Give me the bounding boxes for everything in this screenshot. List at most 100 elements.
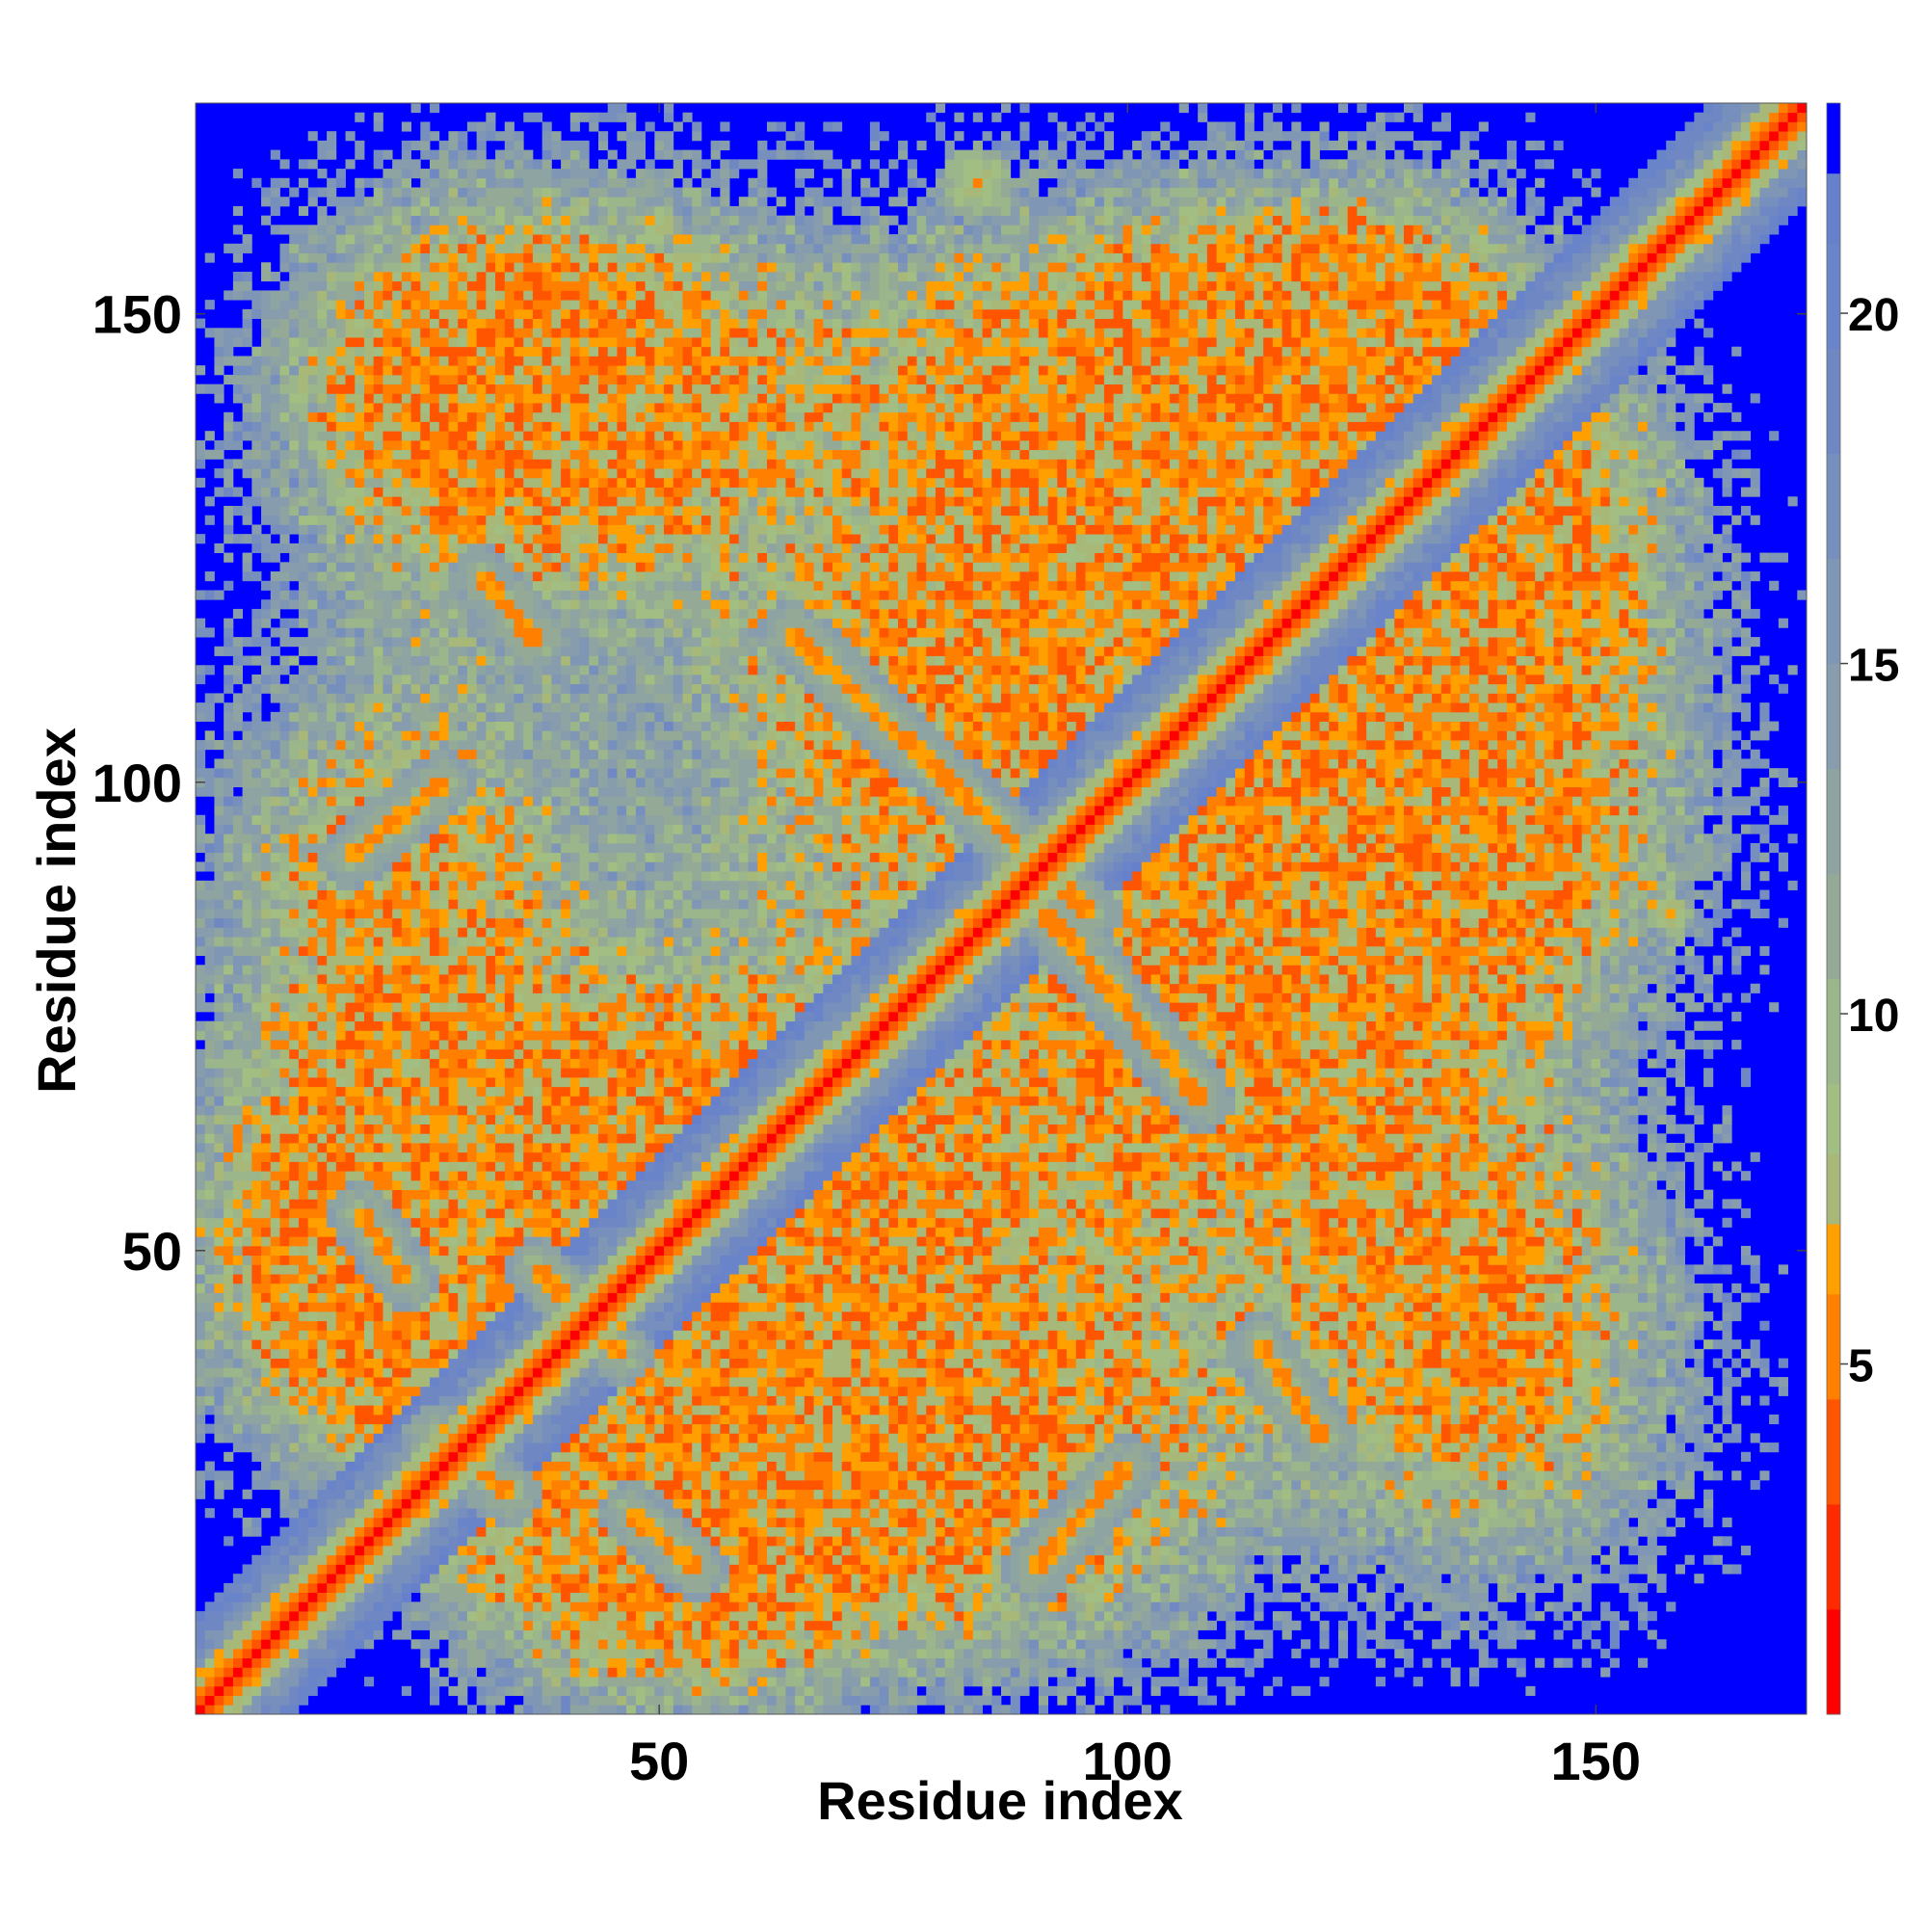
- heatmap-cell: [1038, 1582, 1068, 1594]
- heatmap-cell: [907, 1442, 917, 1453]
- heatmap-cell: [363, 1461, 383, 1471]
- heatmap-cell: [466, 1601, 478, 1612]
- heatmap-cell: [1244, 1377, 1254, 1388]
- heatmap-cell: [916, 1461, 927, 1471]
- heatmap-cell: [1516, 1620, 1526, 1630]
- heatmap-cell: [373, 1629, 383, 1640]
- heatmap-cell: [626, 1574, 637, 1584]
- heatmap-cell: [504, 1648, 515, 1659]
- heatmap-cell: [1375, 1554, 1386, 1565]
- heatmap-cell: [438, 1414, 449, 1425]
- heatmap-cell: [1609, 1554, 1620, 1565]
- heatmap-cell: [1609, 1386, 1620, 1396]
- heatmap-cell: [279, 1451, 300, 1462]
- heatmap-cell: [289, 1395, 300, 1406]
- heatmap-cell: [1712, 1320, 1723, 1331]
- heatmap-cell: [944, 1489, 955, 1499]
- heatmap-cell: [420, 1592, 440, 1602]
- heatmap-cell: [1478, 1470, 1489, 1481]
- heatmap-cell: [1609, 1339, 1620, 1350]
- heatmap-cell: [1440, 1657, 1451, 1668]
- heatmap-cell: [1198, 1677, 1208, 1687]
- heatmap-cell: [1216, 1423, 1227, 1434]
- heatmap-cell: [1038, 1695, 1048, 1706]
- heatmap-cell: [1319, 1592, 1330, 1602]
- heatmap-cell: [907, 1554, 917, 1565]
- heatmap-cell: [757, 1339, 778, 1350]
- heatmap-cell: [214, 1386, 224, 1396]
- heatmap-cell: [1095, 1311, 1105, 1322]
- heatmap-cell: [1460, 1508, 1480, 1519]
- heatmap-cell: [766, 1358, 778, 1368]
- heatmap-cell: [654, 1657, 665, 1668]
- heatmap-cell: [298, 1311, 309, 1322]
- heatmap-cell: [1609, 1629, 1620, 1640]
- heatmap-cell: [1263, 1442, 1274, 1453]
- heatmap-cell: [1057, 1433, 1068, 1443]
- heatmap-cell: [251, 1423, 262, 1434]
- heatmap-cell: [1272, 1330, 1283, 1340]
- heatmap-cell: [1281, 1508, 1292, 1519]
- heatmap-cell: [1254, 1489, 1264, 1499]
- heatmap-cell: [673, 1546, 693, 1556]
- heatmap-cell: [972, 1629, 983, 1640]
- heatmap-cell: [541, 1629, 552, 1640]
- heatmap-cell: [504, 1405, 515, 1416]
- heatmap-cell: [1516, 1489, 1526, 1499]
- heatmap-cell: [458, 1348, 468, 1359]
- heatmap-cell: [954, 1433, 964, 1443]
- heatmap-cell: [795, 1667, 805, 1678]
- heatmap-cell: [355, 1620, 383, 1630]
- heatmap-cell: [1038, 1639, 1058, 1650]
- heatmap-cell: [804, 1582, 814, 1594]
- heatmap-cell: [1469, 1526, 1480, 1537]
- heatmap-cell: [1497, 1470, 1508, 1481]
- heatmap-cell: [1329, 1657, 1339, 1668]
- heatmap-cell: [1563, 1536, 1573, 1547]
- heatmap-cell: [1226, 1348, 1246, 1359]
- heatmap-cell: [645, 1705, 655, 1715]
- heatmap-cell: [495, 1433, 515, 1443]
- heatmap-cell: [561, 1546, 571, 1556]
- heatmap-cell: [1085, 1629, 1105, 1640]
- heatmap-cell: [626, 1705, 637, 1715]
- heatmap-cell: [430, 1414, 440, 1425]
- heatmap-cell: [982, 1517, 992, 1527]
- heatmap-cell: [1188, 1536, 1199, 1547]
- heatmap-cell: [1047, 1311, 1058, 1322]
- heatmap-cell: [1057, 1367, 1086, 1378]
- heatmap-cell: [1609, 1470, 1620, 1481]
- heatmap-cell: [832, 1582, 852, 1594]
- heatmap-cell: [1047, 1498, 1068, 1509]
- heatmap-cell: [766, 1685, 778, 1696]
- heatmap-cell: [964, 1386, 974, 1396]
- heatmap-cell: [673, 1498, 693, 1509]
- heatmap-cell: [458, 1377, 468, 1388]
- heatmap-cell: [1085, 1423, 1095, 1434]
- heatmap-cell: [261, 1648, 272, 1659]
- heatmap-cell: [579, 1479, 590, 1491]
- heatmap-cell: [1010, 1405, 1020, 1416]
- heatmap-cell: [1226, 1517, 1236, 1527]
- heatmap-cell: [1497, 1405, 1508, 1416]
- heatmap-cell: [748, 1667, 758, 1678]
- heatmap-cell: [289, 1358, 318, 1368]
- heatmap-cell: [420, 1611, 431, 1622]
- heatmap-cell: [1254, 1330, 1274, 1340]
- heatmap-cell: [279, 1395, 290, 1406]
- heatmap-cell: [466, 1657, 487, 1668]
- heatmap-cell: [345, 1536, 356, 1547]
- heatmap-cell: [1488, 1479, 1498, 1491]
- heatmap-cell: [1440, 1348, 1451, 1359]
- heatmap-cell: [926, 1611, 937, 1622]
- heatmap-cell: [832, 1339, 852, 1350]
- heatmap-cell: [1309, 1395, 1320, 1406]
- heatmap-cell: [335, 1498, 346, 1509]
- heatmap-cell: [1019, 1517, 1030, 1527]
- heatmap-cell: [748, 1620, 758, 1630]
- heatmap-cell: [1188, 1367, 1199, 1378]
- heatmap-cell: [355, 1508, 375, 1519]
- heatmap-cell: [1609, 1461, 1620, 1471]
- heatmap-cell: [1178, 1479, 1208, 1491]
- heatmap-cell: [1047, 1489, 1058, 1499]
